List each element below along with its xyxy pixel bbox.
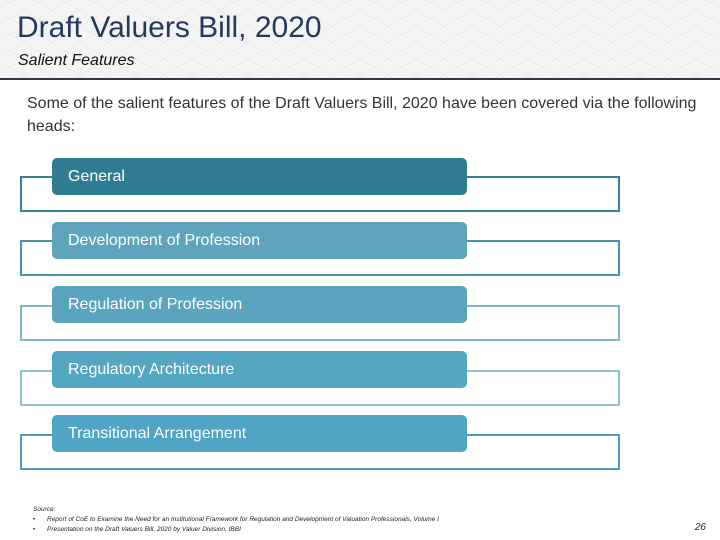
bullet-icon: • (33, 516, 36, 523)
head-development-of-profession: Development of Profession (52, 222, 467, 259)
intro-text: Some of the salient features of the Draf… (27, 95, 697, 135)
source-notes: Source: • Report of CoE to Examine the Ne… (33, 505, 439, 535)
slide-title: Draft Valuers Bill, 2020 (17, 11, 322, 44)
source-item: • Presentation on the Draft Valuers Bill,… (33, 525, 439, 535)
head-regulatory-architecture: Regulatory Architecture (52, 351, 467, 388)
source-item: • Report of CoE to Examine the Need for a… (33, 515, 439, 525)
slide-header: Draft Valuers Bill, 2020 Salient Feature… (0, 0, 720, 80)
source-label: Source: (33, 506, 56, 513)
head-general: General (52, 158, 467, 195)
source-text: Presentation on the Draft Valuers Bill, … (47, 526, 241, 533)
source-text: Report of CoE to Examine the Need for an… (47, 516, 439, 523)
page-number: 26 (694, 522, 706, 533)
head-regulation-of-profession: Regulation of Profession (52, 286, 467, 323)
bullet-icon: • (33, 526, 36, 533)
head-transitional-arrangement: Transitional Arrangement (52, 415, 467, 452)
slide-subtitle: Salient Features (18, 52, 135, 69)
